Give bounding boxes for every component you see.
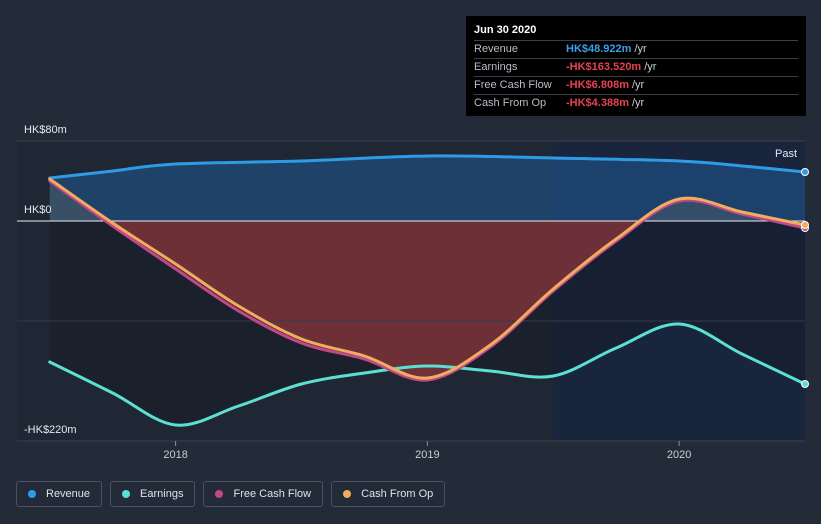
cash-from-op-positive-area bbox=[49, 179, 805, 221]
tooltip-row-unit: /yr bbox=[644, 61, 657, 73]
cash-from-op-negative-area bbox=[49, 221, 805, 379]
series-areas bbox=[49, 155, 805, 426]
tooltip-date: Jun 30 2020 bbox=[474, 24, 537, 36]
tooltip-row-value: -HK$4.388m bbox=[566, 97, 629, 109]
tooltip-row-value: HK$48.922m bbox=[566, 43, 632, 55]
legend-label: Earnings bbox=[140, 488, 184, 500]
y-tick-label: HK$80m bbox=[24, 124, 67, 136]
earnings-line bbox=[48, 322, 807, 427]
tooltip-row-label: Revenue bbox=[474, 43, 519, 55]
legend-label: Free Cash Flow bbox=[233, 488, 312, 500]
legend: Revenue Earnings Free Cash Flow Cash From O… bbox=[16, 481, 446, 507]
gridlines bbox=[17, 140, 805, 442]
earnings-end-marker bbox=[801, 380, 809, 388]
tooltip-row-unit: /yr bbox=[631, 79, 645, 91]
revenue-area bbox=[49, 155, 805, 221]
y-tick-label: HK$0 bbox=[24, 204, 52, 216]
tooltip-row-label: Earnings bbox=[474, 61, 518, 73]
tooltip-row-value: -HK$163.520m bbox=[566, 61, 642, 73]
free-cash-flow-negative-area bbox=[49, 221, 805, 381]
past-label: Past bbox=[775, 148, 797, 160]
revenue-end-marker bbox=[801, 168, 809, 176]
tooltip-row-label: Cash From Op bbox=[474, 97, 547, 109]
tooltip-row-value: -HK$6.808m bbox=[566, 79, 629, 91]
cash-from-op-end-marker bbox=[801, 221, 809, 229]
tooltip-rows: Revenue HK$48.922m/yr Earnings -HK$163.520m… bbox=[474, 40, 798, 112]
legend-dot-icon bbox=[215, 490, 224, 498]
tooltip-row: Free Cash Flow -HK$6.808m/yr bbox=[474, 76, 798, 94]
tooltip-row: Revenue HK$48.922m/yr bbox=[474, 40, 798, 58]
tooltip-row-unit: /yr bbox=[634, 43, 647, 55]
legend-dot-icon bbox=[122, 490, 131, 498]
earnings-area bbox=[49, 221, 805, 426]
x-tick-label: 2020 bbox=[667, 449, 691, 461]
tooltip-row: Earnings -HK$163.520m/yr bbox=[474, 58, 798, 76]
legend-item-revenue[interactable]: Revenue bbox=[16, 481, 103, 507]
legend-label: Revenue bbox=[46, 488, 91, 500]
tooltip-row-unit: /yr bbox=[631, 97, 645, 109]
y-tick-label: -HK$220m bbox=[24, 424, 77, 436]
series-end-markers bbox=[801, 168, 809, 388]
legend-item-earnings[interactable]: Earnings bbox=[110, 481, 196, 507]
legend-dot-icon bbox=[28, 490, 36, 498]
series-lines bbox=[48, 154, 807, 427]
free-cash-flow-line bbox=[48, 179, 807, 382]
tooltip-row-label: Free Cash Flow bbox=[474, 79, 552, 91]
revenue-line bbox=[48, 154, 807, 180]
legend-label: Cash From Op bbox=[361, 488, 434, 500]
tooltip: Jun 30 2020 Revenue HK$48.922m/yr Earnings… bbox=[466, 16, 806, 116]
tooltip-row: Cash From Op -HK$4.388m/yr bbox=[474, 94, 798, 112]
x-tick-label: 2018 bbox=[163, 449, 187, 461]
x-tick-label: 2019 bbox=[415, 449, 439, 461]
legend-dot-icon bbox=[343, 490, 352, 498]
axis-labels: HK$80m HK$0 -HK$220m 2018 2019 2020 Past bbox=[24, 124, 797, 461]
legend-item-free-cash-flow[interactable]: Free Cash Flow bbox=[203, 481, 324, 507]
cash-from-op-line bbox=[48, 177, 807, 380]
legend-item-cash-from-op[interactable]: Cash From Op bbox=[331, 481, 446, 507]
